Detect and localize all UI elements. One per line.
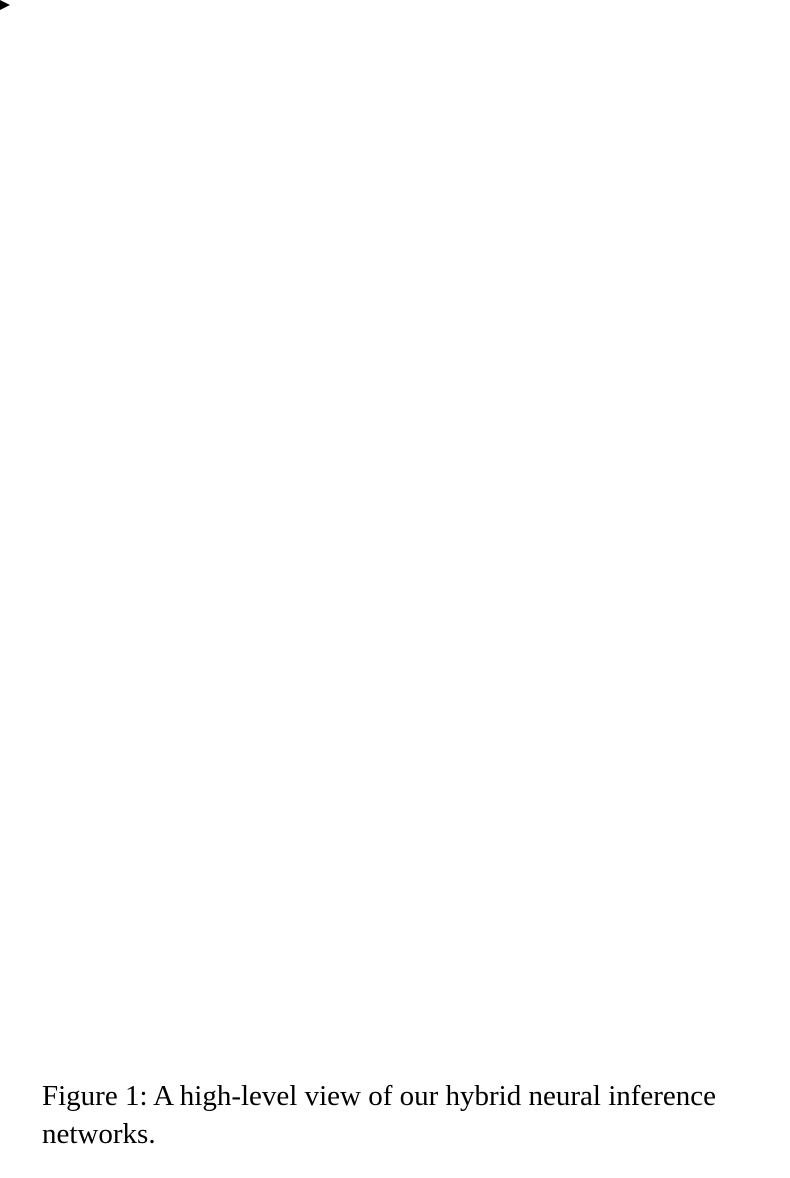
figure-caption: Figure 1: A high-level view of our hybri… xyxy=(42,1078,752,1153)
